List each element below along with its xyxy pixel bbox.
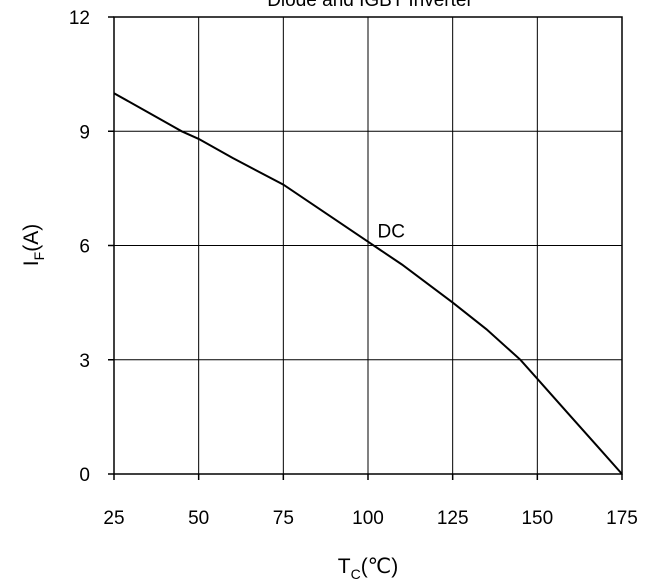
grid: [114, 17, 622, 474]
annotation-dc: DC: [378, 222, 405, 243]
y-axis-label: IF(A): [20, 224, 47, 266]
x-axis-ticks: 25 50 75 100 125 150 175: [103, 474, 638, 529]
y-axis-ticks: 0 3 6 9 12: [69, 8, 114, 486]
y-tick-label: 9: [79, 122, 90, 143]
x-tick-label: 125: [437, 508, 469, 529]
x-tick-label: 100: [352, 508, 384, 529]
x-tick-label: 150: [521, 508, 553, 529]
y-tick-label: 3: [79, 351, 90, 372]
x-tick-label: 25: [103, 508, 124, 529]
x-tick-label: 75: [273, 508, 294, 529]
y-tick-label: 0: [79, 465, 90, 486]
chart-title: Diode and IGBT Inverter: [267, 0, 473, 11]
x-tick-label: 50: [188, 508, 209, 529]
x-tick-label: 175: [606, 508, 638, 529]
series-line-dc: [113, 92, 623, 475]
y-tick-label: 6: [79, 237, 90, 258]
y-tick-label: 12: [69, 8, 90, 29]
x-axis-label: TC(℃): [338, 555, 399, 582]
